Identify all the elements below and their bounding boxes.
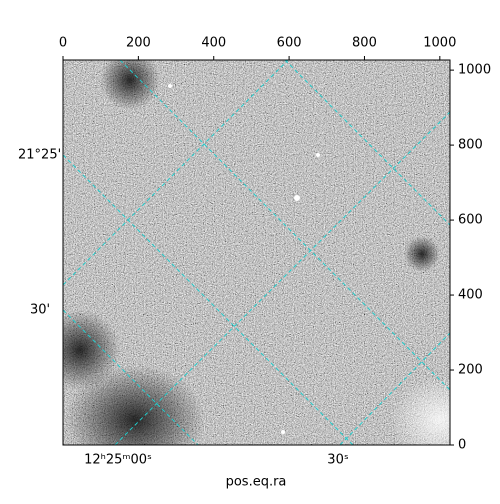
frame: [62, 59, 451, 446]
ra-label: 30ˢ: [327, 453, 349, 468]
x-tick-label: 0: [59, 36, 67, 51]
dec-label: 21°25': [18, 148, 61, 163]
sky-image: [63, 60, 450, 445]
x-tick-label: 200: [126, 36, 151, 51]
x-tick-label: 800: [352, 36, 377, 51]
y-tick-label: 1000: [458, 63, 491, 78]
ra-label: 12ʰ25ᵐ00ˢ: [84, 453, 152, 468]
coordinate-grid: [62, 59, 451, 446]
x-axis-label: pos.eq.ra: [226, 475, 287, 490]
y-tick-label: 600: [458, 213, 483, 228]
y-tick-label: 400: [458, 288, 483, 303]
y-tick-label: 800: [458, 138, 483, 153]
x-tick-label: 600: [277, 36, 302, 51]
y-tick-label: 0: [458, 438, 466, 453]
dec-label: 30': [30, 303, 50, 318]
x-tick-label: 400: [201, 36, 226, 51]
x-tick-label: 1000: [423, 36, 456, 51]
y-tick-label: 200: [458, 363, 483, 378]
